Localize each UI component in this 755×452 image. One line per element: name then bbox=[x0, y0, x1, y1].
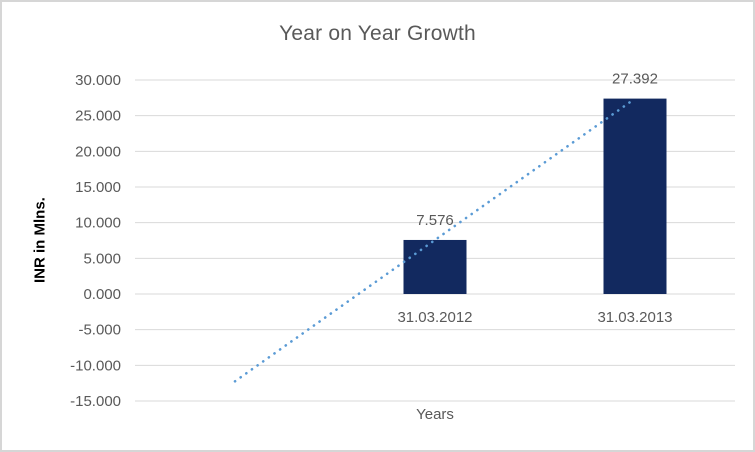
y-tick-label: 25.000 bbox=[75, 108, 121, 125]
x-category-label: 31.03.2012 bbox=[397, 309, 472, 326]
x-axis-title: Years bbox=[416, 406, 454, 423]
x-category-label: 31.03.2013 bbox=[597, 309, 672, 326]
y-tick-label: 5.000 bbox=[83, 250, 121, 267]
y-tick-label: -10.000 bbox=[70, 357, 121, 374]
y-tick-label: 15.000 bbox=[75, 179, 121, 196]
bar bbox=[403, 239, 467, 294]
bar-data-label: 27.392 bbox=[612, 71, 658, 88]
y-tick-label: 30.000 bbox=[75, 72, 121, 89]
y-tick-label: 0.000 bbox=[83, 286, 121, 303]
trendline bbox=[233, 97, 637, 383]
y-tick-label: 10.000 bbox=[75, 215, 121, 232]
bar bbox=[603, 98, 667, 295]
y-tick-label: -15.000 bbox=[70, 393, 121, 410]
bar-data-label: 7.576 bbox=[416, 212, 454, 229]
chart-title: Year on Year Growth bbox=[279, 22, 476, 45]
y-tick-label: 20.000 bbox=[75, 143, 121, 160]
y-tick-label: -5.000 bbox=[78, 322, 121, 339]
